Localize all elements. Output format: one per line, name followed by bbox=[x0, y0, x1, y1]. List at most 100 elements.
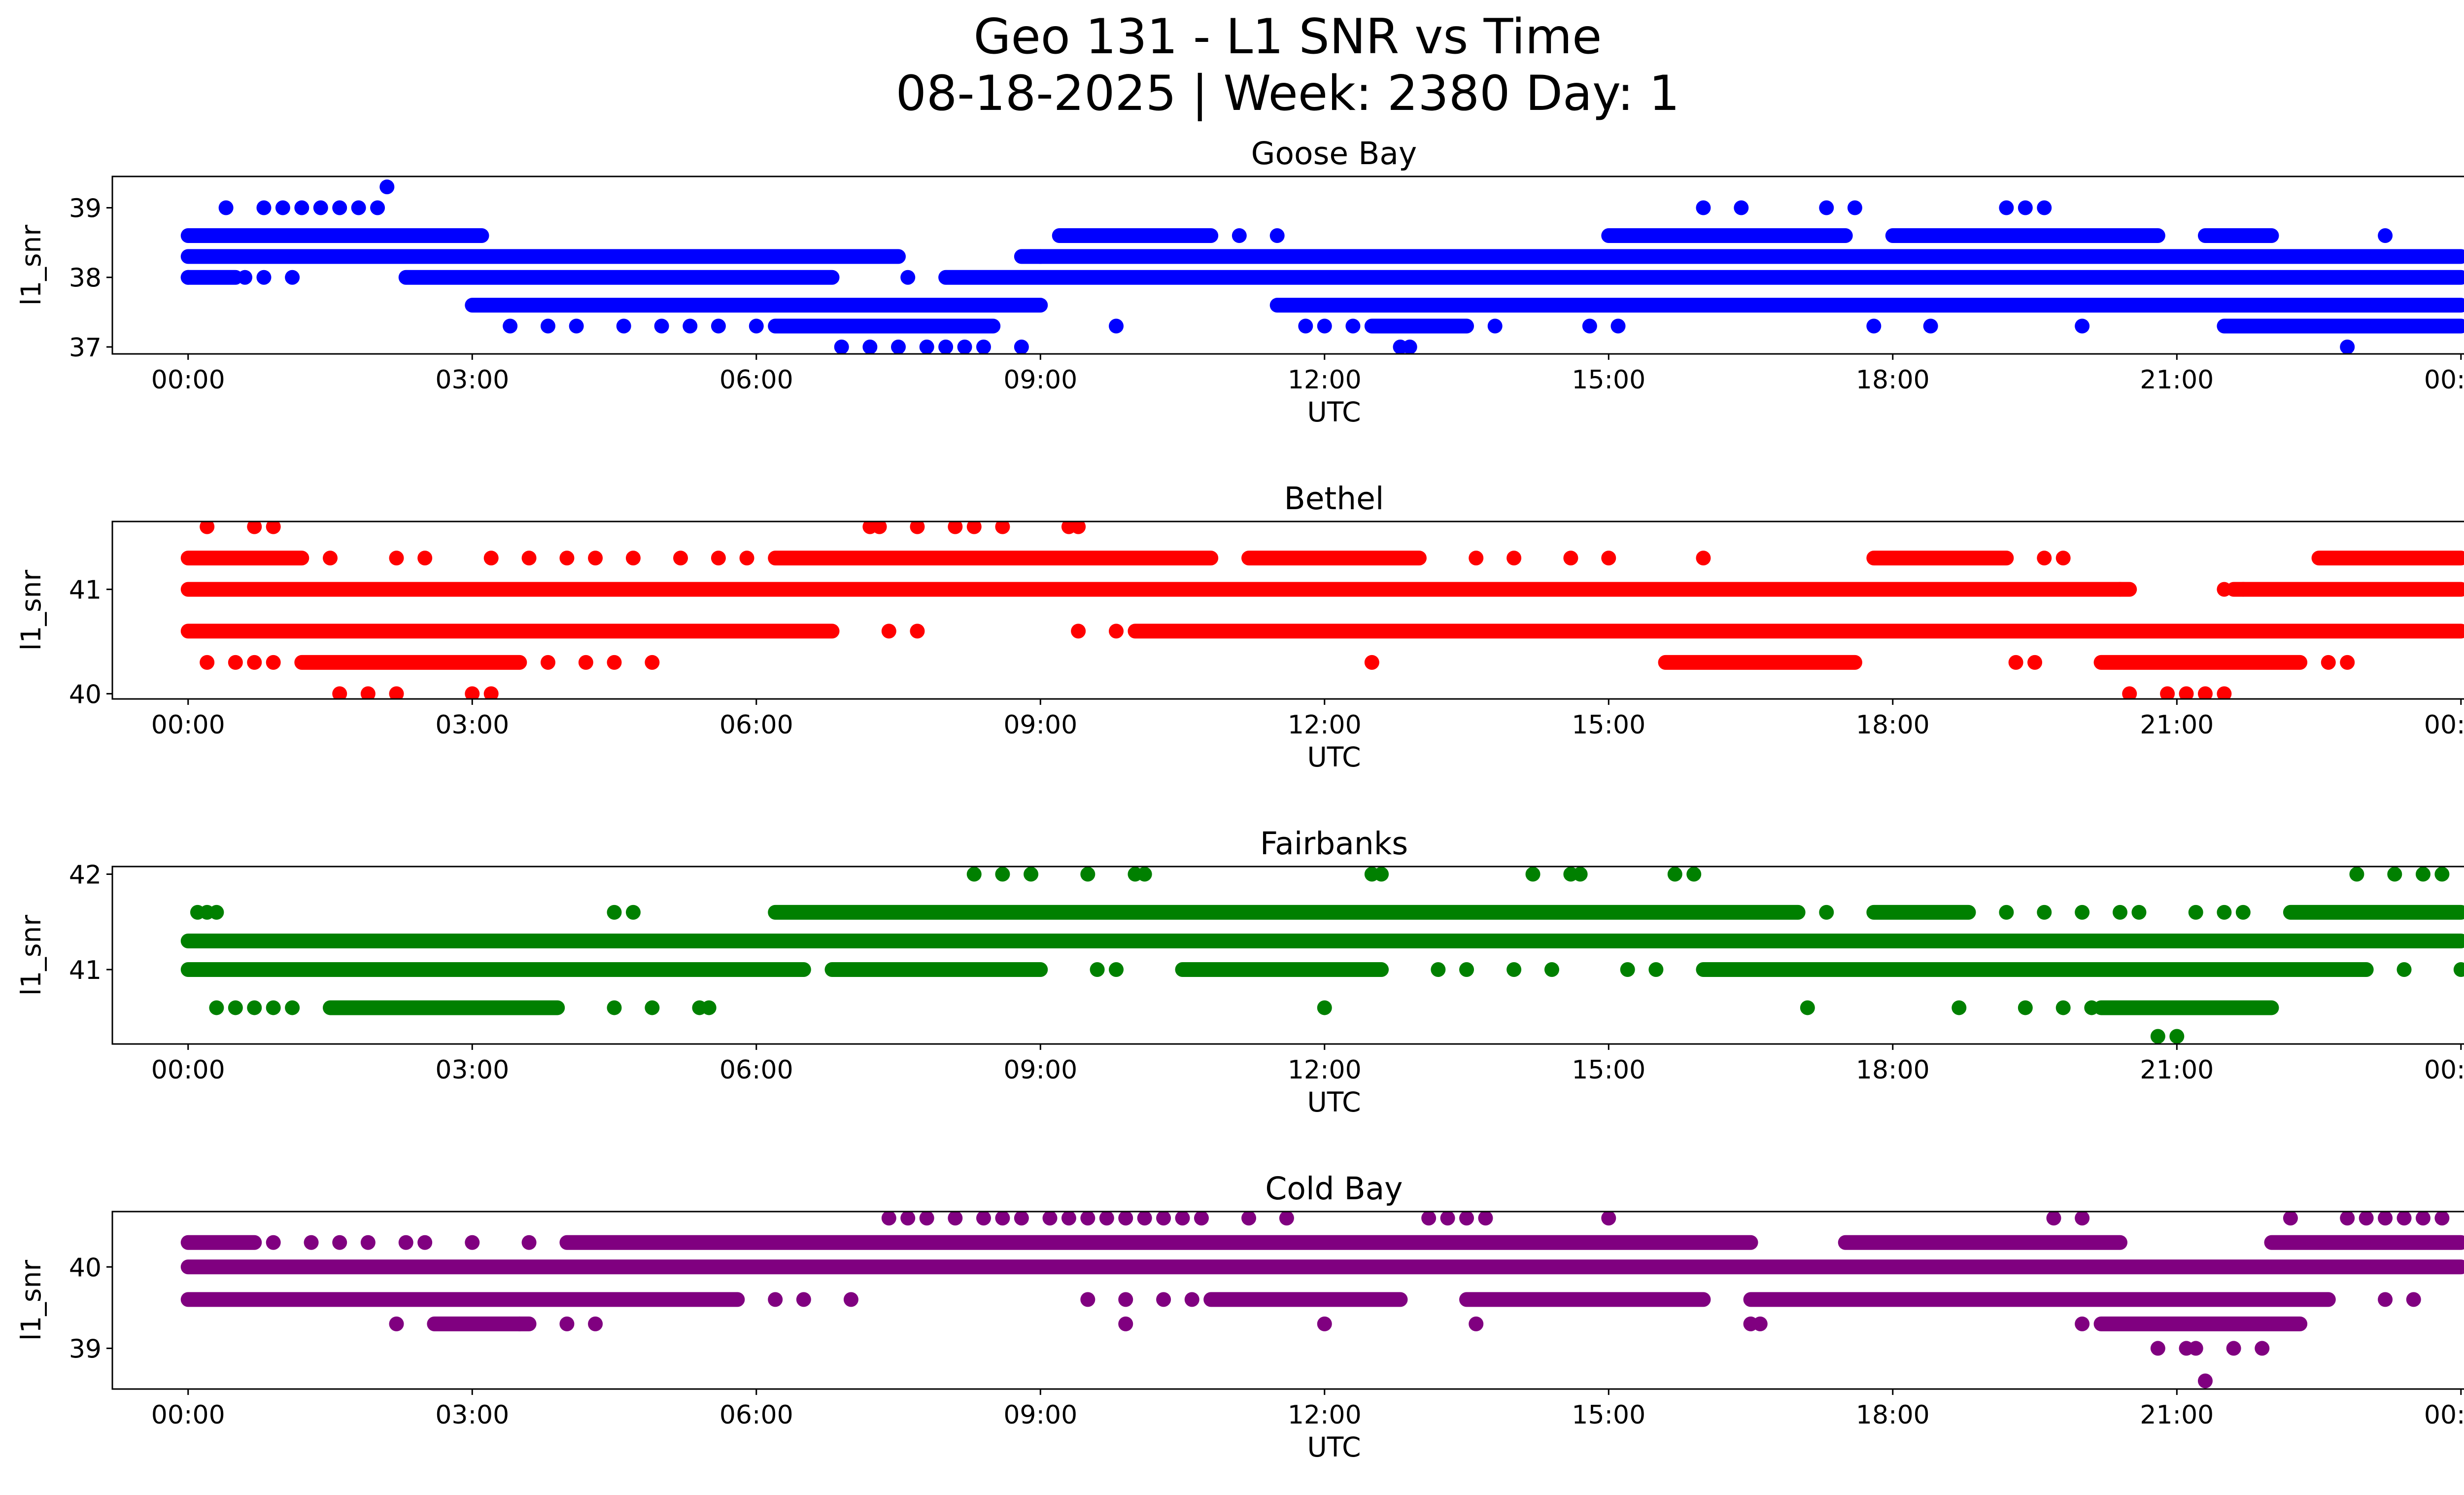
subplot-bethel: Bethel 00:00 03:00 06:00 09:00 12:00 15:00 18:0… bbox=[15, 481, 2464, 773]
data-point bbox=[1469, 1316, 1484, 1331]
data-point bbox=[247, 655, 262, 670]
data-point bbox=[701, 1000, 717, 1015]
data-point bbox=[2113, 582, 2128, 597]
data-point bbox=[1118, 1316, 1133, 1331]
x-tick-label: 00:00 bbox=[2424, 1055, 2464, 1085]
data-point bbox=[625, 551, 641, 566]
data-point bbox=[332, 1235, 347, 1250]
data-point bbox=[540, 655, 555, 670]
data-point bbox=[1819, 200, 1834, 215]
data-point bbox=[389, 686, 404, 699]
data-point bbox=[351, 200, 366, 215]
data-band bbox=[2264, 1235, 2464, 1250]
data-point bbox=[1080, 867, 1095, 882]
x-tick-label: 15:00 bbox=[1572, 365, 1645, 395]
data-point bbox=[2075, 1212, 2090, 1226]
data-point bbox=[1573, 867, 1588, 882]
data-point bbox=[285, 1000, 300, 1015]
data-point bbox=[919, 1212, 934, 1226]
data-point bbox=[200, 655, 215, 670]
x-tick-label: 03:00 bbox=[435, 1055, 509, 1085]
data-point bbox=[2235, 582, 2251, 597]
data-point bbox=[322, 551, 338, 566]
data-point bbox=[2396, 1212, 2412, 1226]
data-series bbox=[180, 522, 2464, 699]
data-point bbox=[1923, 318, 1938, 334]
data-point bbox=[1071, 624, 1086, 639]
data-point bbox=[247, 522, 262, 534]
data-point bbox=[2084, 1000, 2099, 1015]
data-point bbox=[711, 551, 726, 566]
data-point bbox=[2321, 655, 2336, 670]
data-point bbox=[966, 867, 982, 882]
data-point bbox=[2027, 655, 2043, 670]
data-band bbox=[180, 624, 840, 639]
data-band bbox=[1885, 228, 2165, 243]
data-point bbox=[2340, 339, 2355, 354]
data-point bbox=[1459, 1212, 1474, 1226]
x-tick-label: 09:00 bbox=[1003, 1400, 1077, 1430]
x-tick-label: 15:00 bbox=[1572, 710, 1645, 740]
subplot-cold-bay: Cold Bay 00:00 03:00 06:00 09:00 12:00 15:00 18… bbox=[15, 1171, 2464, 1463]
data-point bbox=[995, 522, 1010, 534]
data-point bbox=[938, 339, 954, 354]
data-point bbox=[2217, 686, 2232, 699]
data-point bbox=[976, 339, 991, 354]
data-point bbox=[673, 551, 688, 566]
data-point bbox=[1099, 1212, 1114, 1226]
x-tick-label: 15:00 bbox=[1572, 1055, 1645, 1085]
data-point bbox=[1601, 1212, 1616, 1226]
x-tick-label: 06:00 bbox=[719, 710, 793, 740]
x-tick-label: 00:00 bbox=[151, 1055, 225, 1085]
y-axis-label: l1_snr bbox=[15, 570, 47, 651]
x-tick-label: 18:00 bbox=[1856, 1055, 1930, 1085]
data-point bbox=[1648, 962, 1664, 977]
y-tick-label: 40 bbox=[69, 680, 102, 709]
data-point bbox=[881, 1212, 896, 1226]
data-point bbox=[1137, 867, 1152, 882]
x-tick-label: 18:00 bbox=[1856, 365, 1930, 395]
data-point bbox=[1109, 624, 1124, 639]
data-point bbox=[2169, 1029, 2185, 1044]
data-point bbox=[559, 1316, 575, 1331]
y-tick-label: 38 bbox=[69, 264, 102, 293]
x-axis-label: UTC bbox=[1307, 396, 1361, 428]
x-tick-label: 21:00 bbox=[2140, 710, 2214, 740]
x-tick-label: 03:00 bbox=[435, 365, 509, 395]
x-tick-label: 12:00 bbox=[1288, 710, 1362, 740]
data-point bbox=[645, 655, 660, 670]
data-point bbox=[607, 904, 622, 920]
data-band bbox=[2226, 582, 2464, 597]
data-point bbox=[389, 1316, 404, 1331]
data-point bbox=[1999, 200, 2014, 215]
data-point bbox=[1317, 318, 1332, 334]
data-band bbox=[180, 1235, 262, 1250]
data-point bbox=[1364, 655, 1379, 670]
data-point bbox=[2340, 655, 2355, 670]
data-point bbox=[266, 522, 281, 534]
data-point bbox=[209, 904, 224, 920]
subplot-title: Goose Bay bbox=[1251, 136, 1417, 172]
data-point bbox=[711, 318, 726, 334]
data-point bbox=[1563, 551, 1578, 566]
data-point bbox=[966, 522, 982, 534]
plot-frame bbox=[111, 521, 2464, 700]
data-band bbox=[180, 1259, 2464, 1275]
data-point bbox=[862, 339, 878, 354]
x-tick-label: 21:00 bbox=[2140, 365, 2214, 395]
data-point bbox=[521, 1235, 537, 1250]
data-band bbox=[768, 904, 1806, 920]
x-tick-label: 00:00 bbox=[151, 365, 225, 395]
data-point bbox=[588, 551, 603, 566]
data-point bbox=[304, 1235, 319, 1250]
data-point bbox=[1752, 1316, 1768, 1331]
data-point bbox=[1696, 551, 1711, 566]
x-tick-label: 00:00 bbox=[2424, 365, 2464, 395]
x-tick-label: 00:00 bbox=[2424, 710, 2464, 740]
data-point bbox=[2018, 200, 2033, 215]
data-point bbox=[995, 1212, 1010, 1226]
data-point bbox=[228, 655, 243, 670]
data-point bbox=[2008, 655, 2023, 670]
subplot-title: Cold Bay bbox=[1265, 1171, 1403, 1207]
